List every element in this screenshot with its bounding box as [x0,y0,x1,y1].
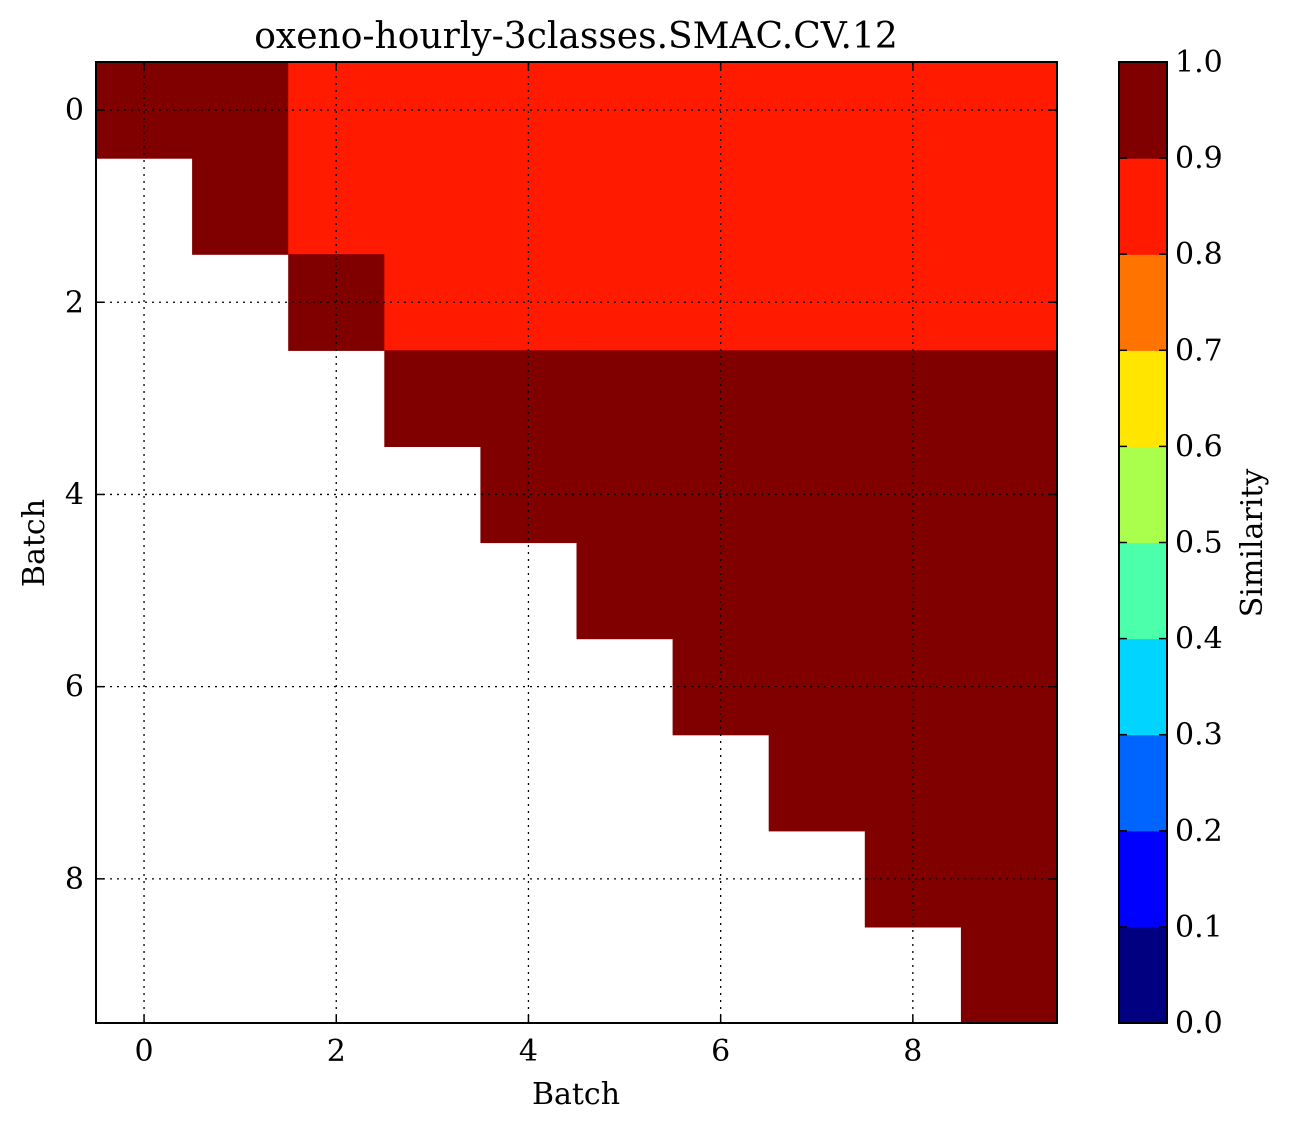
colorbar [1119,62,1167,1024]
y-tick-label: 6 [65,670,84,705]
x-tick-label: 8 [903,1034,922,1069]
plot-frame [95,61,1058,1024]
colorbar-segment [1119,350,1167,447]
colorbar-segment [1119,542,1167,640]
colorbar-tick-label: 0.5 [1175,526,1223,561]
heatmap-cell [480,158,578,255]
colorbar-tick-label: 0.6 [1175,429,1223,464]
colorbar-tick-label: 0.1 [1175,910,1223,945]
heatmap-cell [480,446,578,544]
colorbar-ticks: 0.0 0.1 0.2 0.3 0.4 0.5 0.6 0.7 0.8 0.9 1.0 [1119,45,1223,1041]
heatmap-cell [960,350,1058,447]
heatmap-cell [192,158,289,255]
heatmap-cell [864,830,962,928]
heatmap-cell [576,62,674,159]
heatmap-cell [960,254,1058,351]
heatmap-cell [960,446,1058,544]
heatmap-cell [864,446,962,544]
heatmap-cell [576,254,674,351]
colorbar-tick-label: 0.2 [1175,814,1223,849]
heatmap-cell [576,350,674,447]
heatmap-cell [768,734,866,832]
heatmap-cell [960,638,1058,736]
y-axis-ticks: 0 2 4 6 8 [65,93,1057,897]
colorbar-label: Similarity [1235,469,1270,618]
colorbar-segment [1119,446,1167,544]
colorbar-tick-label: 0.4 [1175,622,1223,657]
colorbar-tick-label: 0.9 [1175,141,1223,176]
heatmap-cell [960,830,1058,928]
heatmap-cell [960,158,1058,255]
heatmap-cell [768,542,866,640]
colorbar-segment [1119,638,1167,736]
y-axis-label: Batch [17,499,52,587]
heatmap-cell [960,926,1058,1024]
colorbar-tick-label: 0.0 [1175,1006,1223,1041]
colorbar-segment [1119,734,1167,832]
colorbar-segment [1119,62,1167,159]
colorbar-segment [1119,158,1167,255]
colorbar-segment [1119,254,1167,351]
heatmap-cell [384,158,481,255]
colorbar-tick-label: 0.8 [1175,237,1223,272]
heatmap-cell [864,542,962,640]
heatmap-cell [960,734,1058,832]
x-axis-label: Batch [532,1077,620,1112]
heatmap-cell [384,350,481,447]
y-tick-label: 4 [65,477,84,512]
heatmap-cell [288,254,385,351]
heatmap-cell [672,542,770,640]
heatmap-cell [960,542,1058,640]
heatmap-cell [192,62,289,159]
heatmap-cell [96,62,193,159]
x-tick-label: 0 [135,1034,154,1069]
heatmap-cell [288,158,385,255]
colorbar-segment [1119,830,1167,928]
chart-title: oxeno-hourly-3classes.SMAC.CV.12 [254,16,898,57]
y-tick-label: 2 [65,285,84,320]
heatmap-cells [96,62,1058,1024]
heatmap-cell [288,62,385,159]
heatmap-cell [768,350,866,447]
heatmap-cell [576,158,674,255]
heatmap-cell [576,446,674,544]
y-tick-label: 0 [65,93,84,128]
heatmap-cell [576,542,674,640]
heatmap-cell [768,158,866,255]
x-tick-label: 4 [519,1034,538,1069]
heatmap-cell [960,62,1058,159]
colorbar-segment [1119,926,1167,1024]
y-tick-label: 8 [65,862,84,897]
heatmap-cell [672,158,770,255]
colorbar-tick-label: 0.3 [1175,718,1223,753]
x-tick-label: 2 [327,1034,346,1069]
heatmap-cell [864,158,962,255]
colorbar-tick-label: 0.7 [1175,333,1223,368]
colorbar-tick-label: 1.0 [1175,45,1223,80]
x-axis-ticks: 0 2 4 6 8 [135,62,922,1069]
x-tick-label: 6 [711,1034,730,1069]
